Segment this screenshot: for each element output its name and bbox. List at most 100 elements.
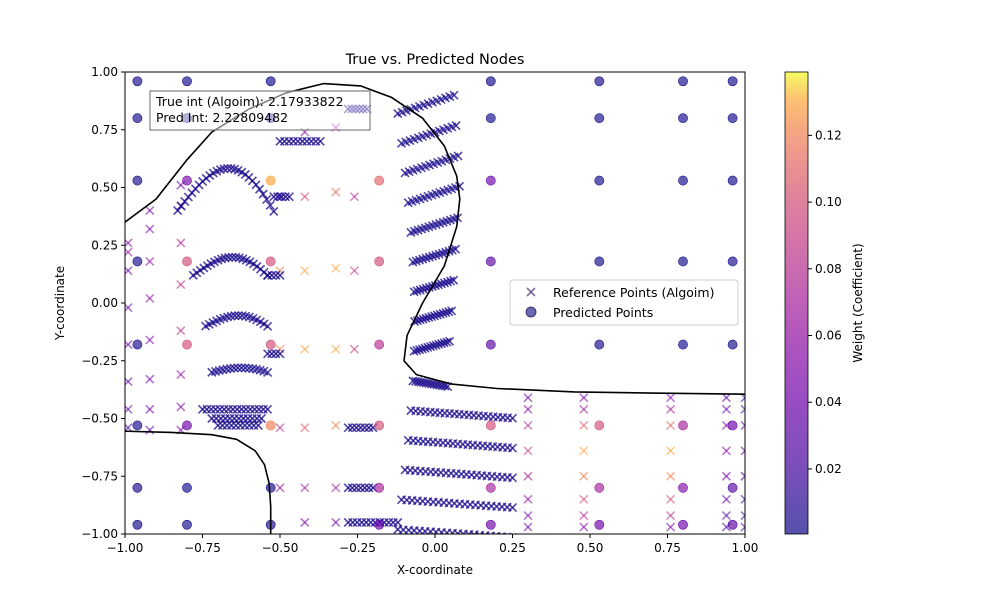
reference-point — [275, 349, 285, 359]
reference-point — [331, 420, 341, 430]
reference-point — [300, 423, 310, 433]
predicted-point — [265, 482, 276, 493]
reference-point — [254, 404, 264, 414]
reference-point — [420, 343, 430, 353]
x-tick-label: −0.50 — [262, 541, 299, 555]
reference-point — [256, 413, 266, 424]
reference-point — [269, 206, 279, 216]
colorbar-tick-label: 0.12 — [815, 128, 842, 142]
colorbar-gradient — [784, 71, 809, 535]
reference-point — [360, 423, 370, 433]
reference-point — [224, 252, 234, 262]
reference-point — [523, 446, 533, 456]
reference-point — [421, 313, 431, 323]
predicted-point — [132, 175, 143, 186]
x-tick-label: −0.25 — [339, 541, 376, 555]
reference-point — [579, 420, 589, 430]
reference-point — [267, 349, 277, 359]
predicted-point — [182, 339, 192, 350]
reference-point — [445, 336, 455, 346]
reference-point — [145, 256, 155, 266]
reference-point — [229, 363, 239, 373]
reference-point — [415, 345, 425, 355]
reference-point — [347, 423, 357, 433]
reference-point — [275, 423, 285, 433]
y-tick-label: 0.25 — [91, 238, 118, 252]
reference-point — [263, 349, 273, 359]
reference-point — [228, 404, 238, 414]
x-tick-label: −0.75 — [184, 541, 221, 555]
reference-point — [507, 413, 518, 423]
reference-point — [300, 517, 310, 528]
reference-point — [275, 483, 285, 493]
reference-point — [233, 310, 243, 321]
y-tick-label: 0.75 — [91, 123, 118, 137]
reference-point — [432, 310, 442, 320]
reference-point — [393, 517, 403, 528]
reference-point — [444, 307, 454, 317]
reference-point — [215, 404, 225, 414]
predicted-point — [182, 482, 192, 493]
reference-point — [442, 337, 452, 347]
colorbar-tick-label: 0.06 — [815, 329, 842, 343]
reference-point — [364, 423, 374, 433]
reference-point — [254, 184, 265, 194]
reference-point — [197, 404, 208, 414]
predicted-point — [265, 339, 276, 350]
colorbar-tick-label: 0.10 — [815, 195, 842, 209]
reference-point — [263, 270, 273, 280]
colorbar-tick-label: 0.08 — [815, 262, 842, 276]
reference-point — [740, 420, 745, 430]
predicted-point — [374, 420, 385, 431]
reference-point — [740, 510, 745, 521]
reference-point — [233, 363, 243, 373]
predicted-point — [727, 76, 738, 87]
reference-point — [276, 192, 287, 202]
reference-point — [331, 517, 341, 528]
reference-point — [300, 192, 310, 202]
reference-point — [666, 494, 676, 504]
reference-point — [740, 393, 745, 403]
predicted-point — [374, 256, 385, 267]
reference-point — [351, 423, 362, 433]
reference-point — [300, 344, 310, 354]
reference-point — [176, 402, 186, 412]
predicted-point — [594, 256, 605, 267]
reference-point — [145, 206, 155, 216]
reference-point — [449, 90, 459, 100]
x-tick-label: −1.00 — [107, 541, 144, 555]
reference-point — [666, 510, 676, 521]
reference-point — [343, 483, 353, 493]
reference-point — [280, 192, 290, 202]
reference-point — [245, 404, 255, 414]
reference-point — [250, 404, 260, 414]
reference-point — [225, 363, 235, 374]
reference-point — [425, 342, 436, 352]
legend-marker-predicted — [525, 306, 537, 318]
reference-point — [176, 238, 186, 248]
predicted-point — [132, 519, 143, 530]
predicted-point — [485, 519, 496, 530]
reference-point — [523, 522, 533, 532]
reference-point — [241, 404, 251, 414]
predicted-point — [485, 76, 496, 87]
predicted-point — [594, 339, 605, 350]
reference-point — [343, 423, 353, 433]
reference-point — [271, 270, 281, 280]
reference-point — [451, 244, 461, 254]
reference-point — [331, 344, 341, 354]
reference-point — [231, 252, 241, 262]
y-axis-ticks: −1.00 −0.75 −0.50 −0.25 0.00 0.25 0.50 0.75 1.00 — [81, 65, 125, 541]
reference-point — [449, 275, 459, 285]
reference-point — [223, 404, 234, 414]
reference-point — [206, 404, 216, 414]
reference-point — [349, 192, 359, 202]
reference-point — [275, 270, 285, 280]
x-tick-label: 0.75 — [654, 541, 681, 555]
reference-point — [418, 314, 428, 324]
reference-point — [176, 326, 186, 336]
x-tick-label: 1.00 — [732, 541, 759, 555]
reference-points — [125, 90, 745, 534]
predicted-point — [594, 519, 605, 530]
